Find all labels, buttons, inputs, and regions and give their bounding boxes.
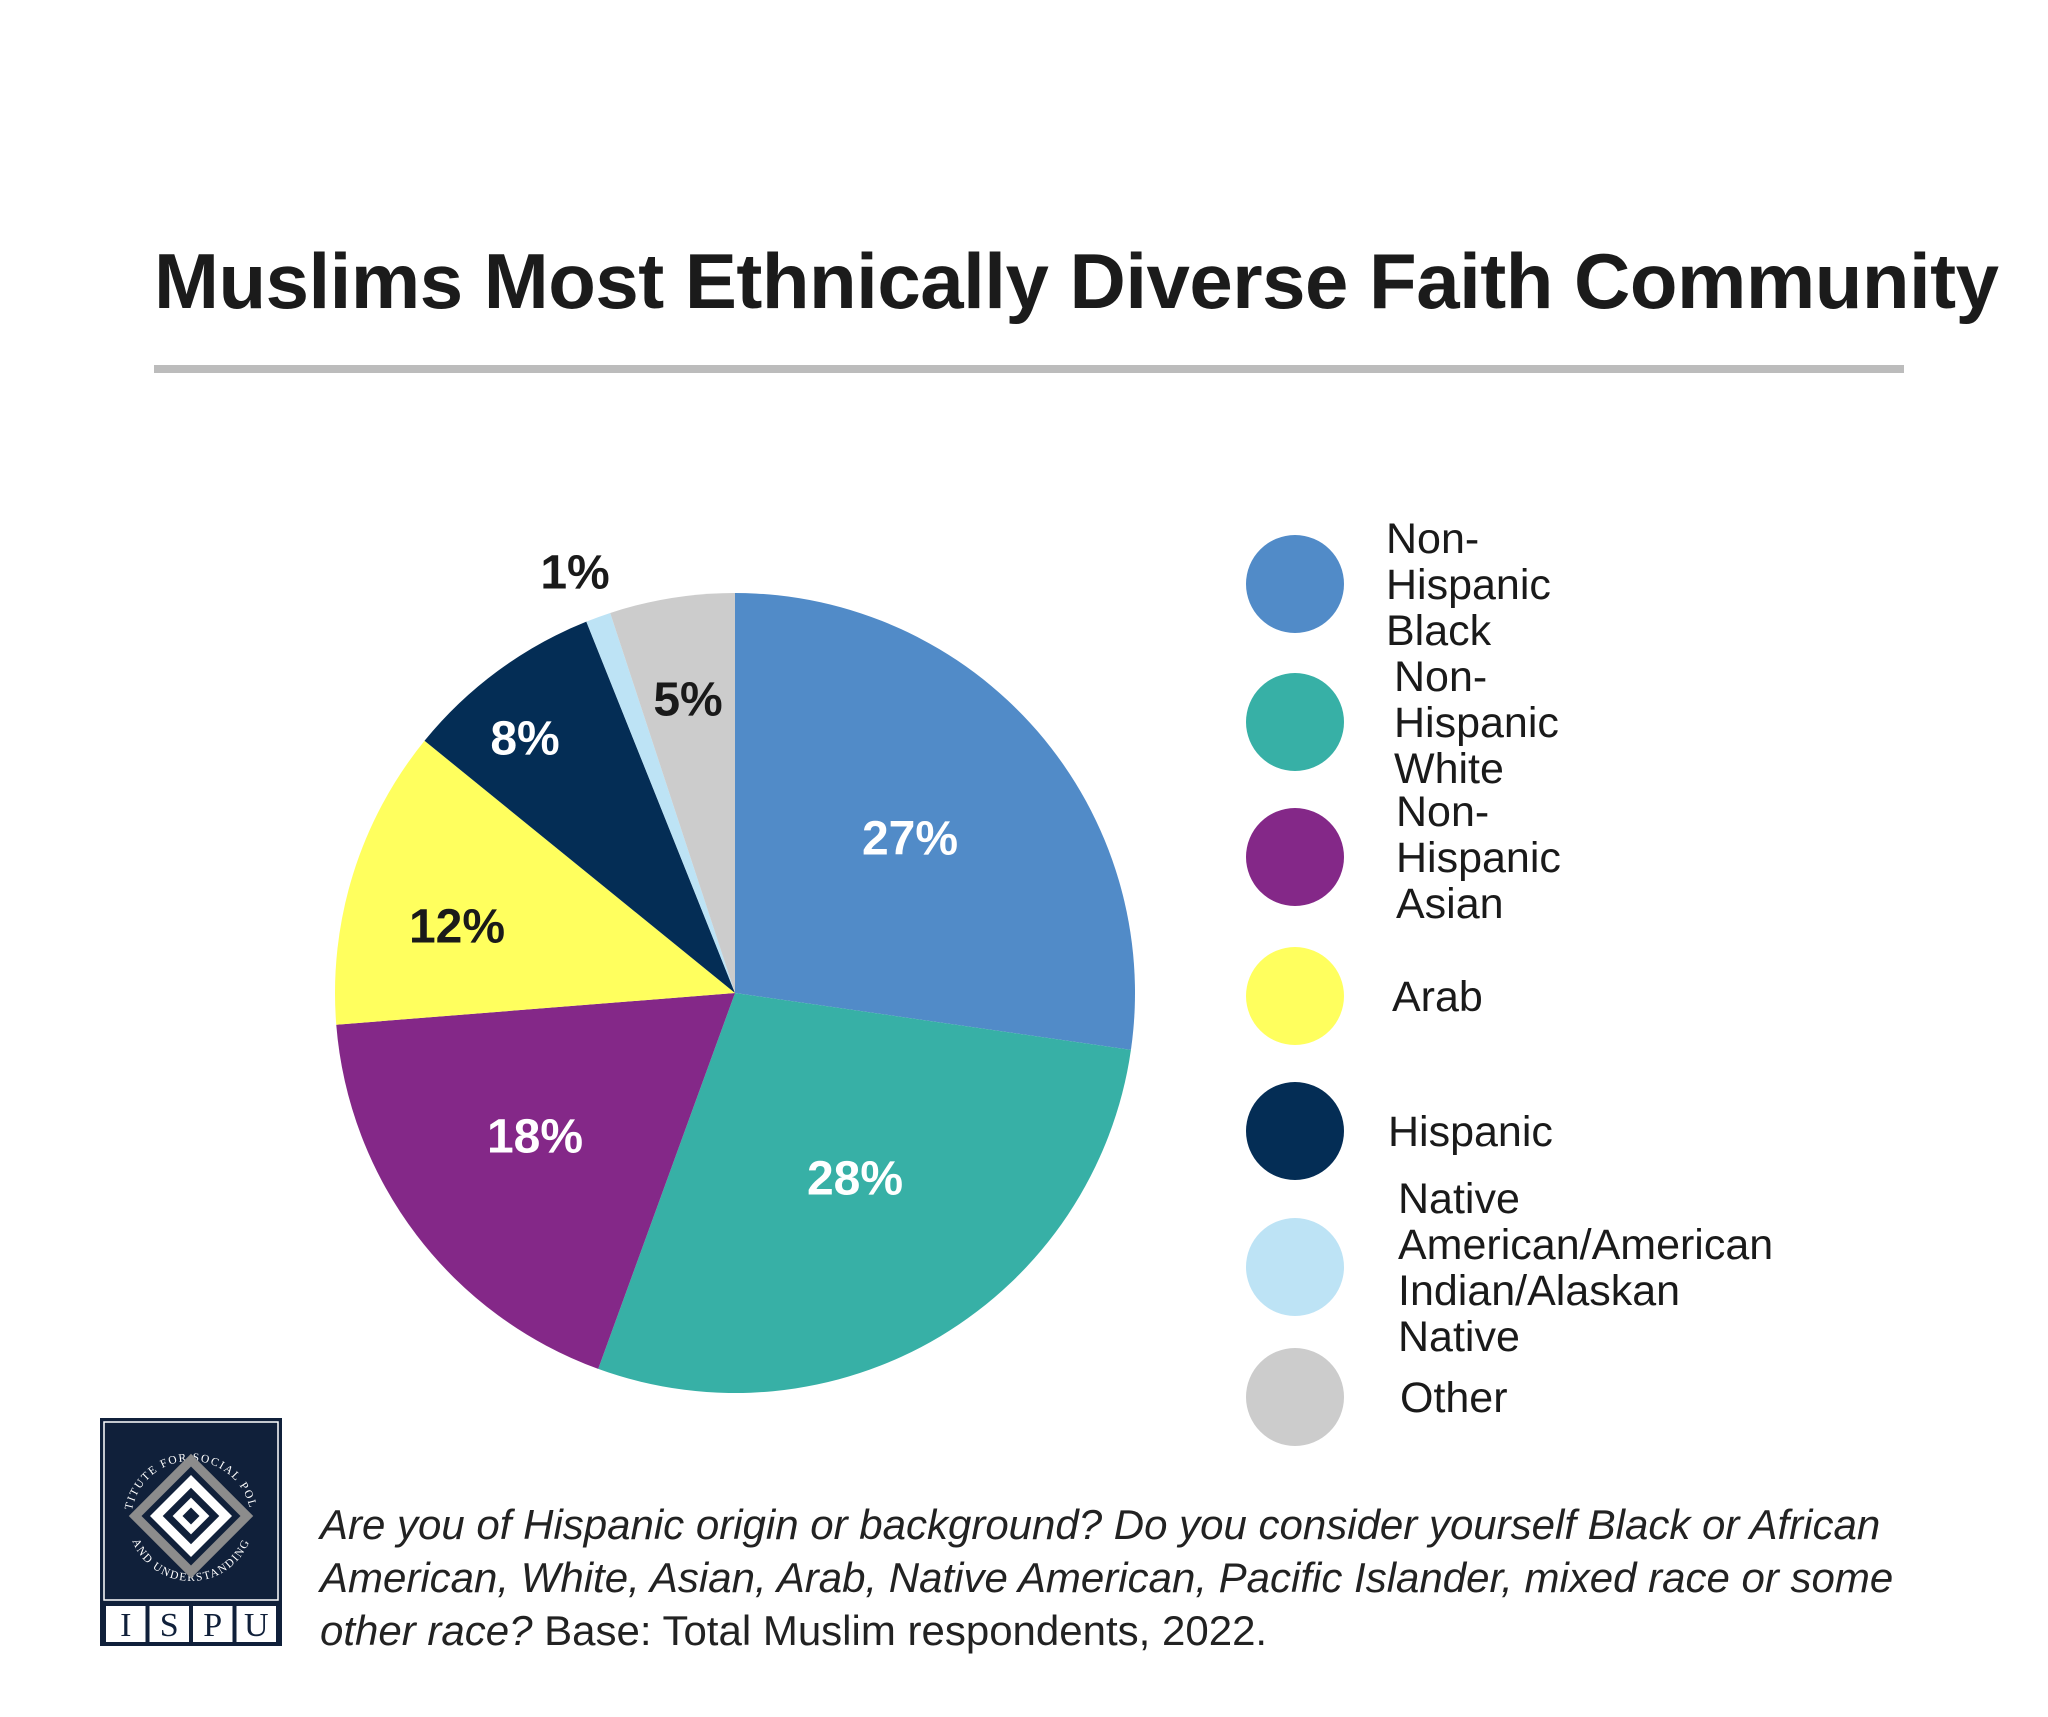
pie-slice-arab [335, 740, 735, 1025]
logo-letter: U [244, 1607, 269, 1644]
logo-letter: P [203, 1607, 222, 1644]
legend-swatch [1246, 673, 1344, 771]
title-divider [154, 365, 1904, 373]
survey-footnote: Are you of Hispanic origin or background… [320, 1498, 1960, 1657]
legend-label: Non-Hispanic Asian [1396, 788, 1561, 928]
slice-value-label: 12% [409, 901, 505, 954]
legend-swatch [1246, 535, 1344, 633]
legend-swatch [1246, 1348, 1344, 1446]
slice-value-label: 1% [540, 547, 609, 600]
pie-slice-non-hispanic-white [598, 993, 1131, 1394]
legend-label: Hispanic [1388, 1108, 1553, 1156]
slice-value-label: 27% [862, 813, 958, 866]
ispu-logo: INSTITUTE FOR SOCIAL POLICY AND UNDERSTA… [95, 1409, 282, 1646]
chart-title: Muslims Most Ethnically Diverse Faith Co… [154, 237, 1999, 325]
slice-value-label: 18% [487, 1111, 583, 1164]
legend-swatch [1246, 808, 1344, 906]
legend-swatch [1246, 1082, 1344, 1180]
legend-swatch [1246, 947, 1344, 1045]
slice-value-label: 5% [653, 674, 722, 727]
pie-slice-non-hispanic-asian [336, 993, 735, 1369]
legend-swatch [1246, 1218, 1344, 1316]
survey-base: Base: Total Muslim respondents, 2022. [532, 1607, 1268, 1654]
slice-value-label: 28% [807, 1153, 903, 1206]
logo-letter: I [120, 1607, 131, 1644]
legend-label: Native American/American Indian/Alaskan … [1398, 1175, 1774, 1361]
logo-letter: S [160, 1607, 179, 1644]
pie-slice-hispanic [424, 621, 735, 993]
legend-label: Arab [1392, 973, 1483, 1021]
legend-label: Other [1400, 1374, 1508, 1422]
pie-slice-non-hispanic-black [735, 593, 1136, 1050]
pie-slice-native-american-american-indian-alaskan-native [586, 612, 735, 993]
slice-value-label: 8% [490, 713, 559, 766]
pie-slice-other [610, 593, 735, 993]
legend-label: Non-Hispanic White [1394, 653, 1559, 793]
legend-label: Non-Hispanic Black [1386, 515, 1551, 655]
survey-question: Are you of Hispanic origin or background… [320, 1501, 1894, 1654]
